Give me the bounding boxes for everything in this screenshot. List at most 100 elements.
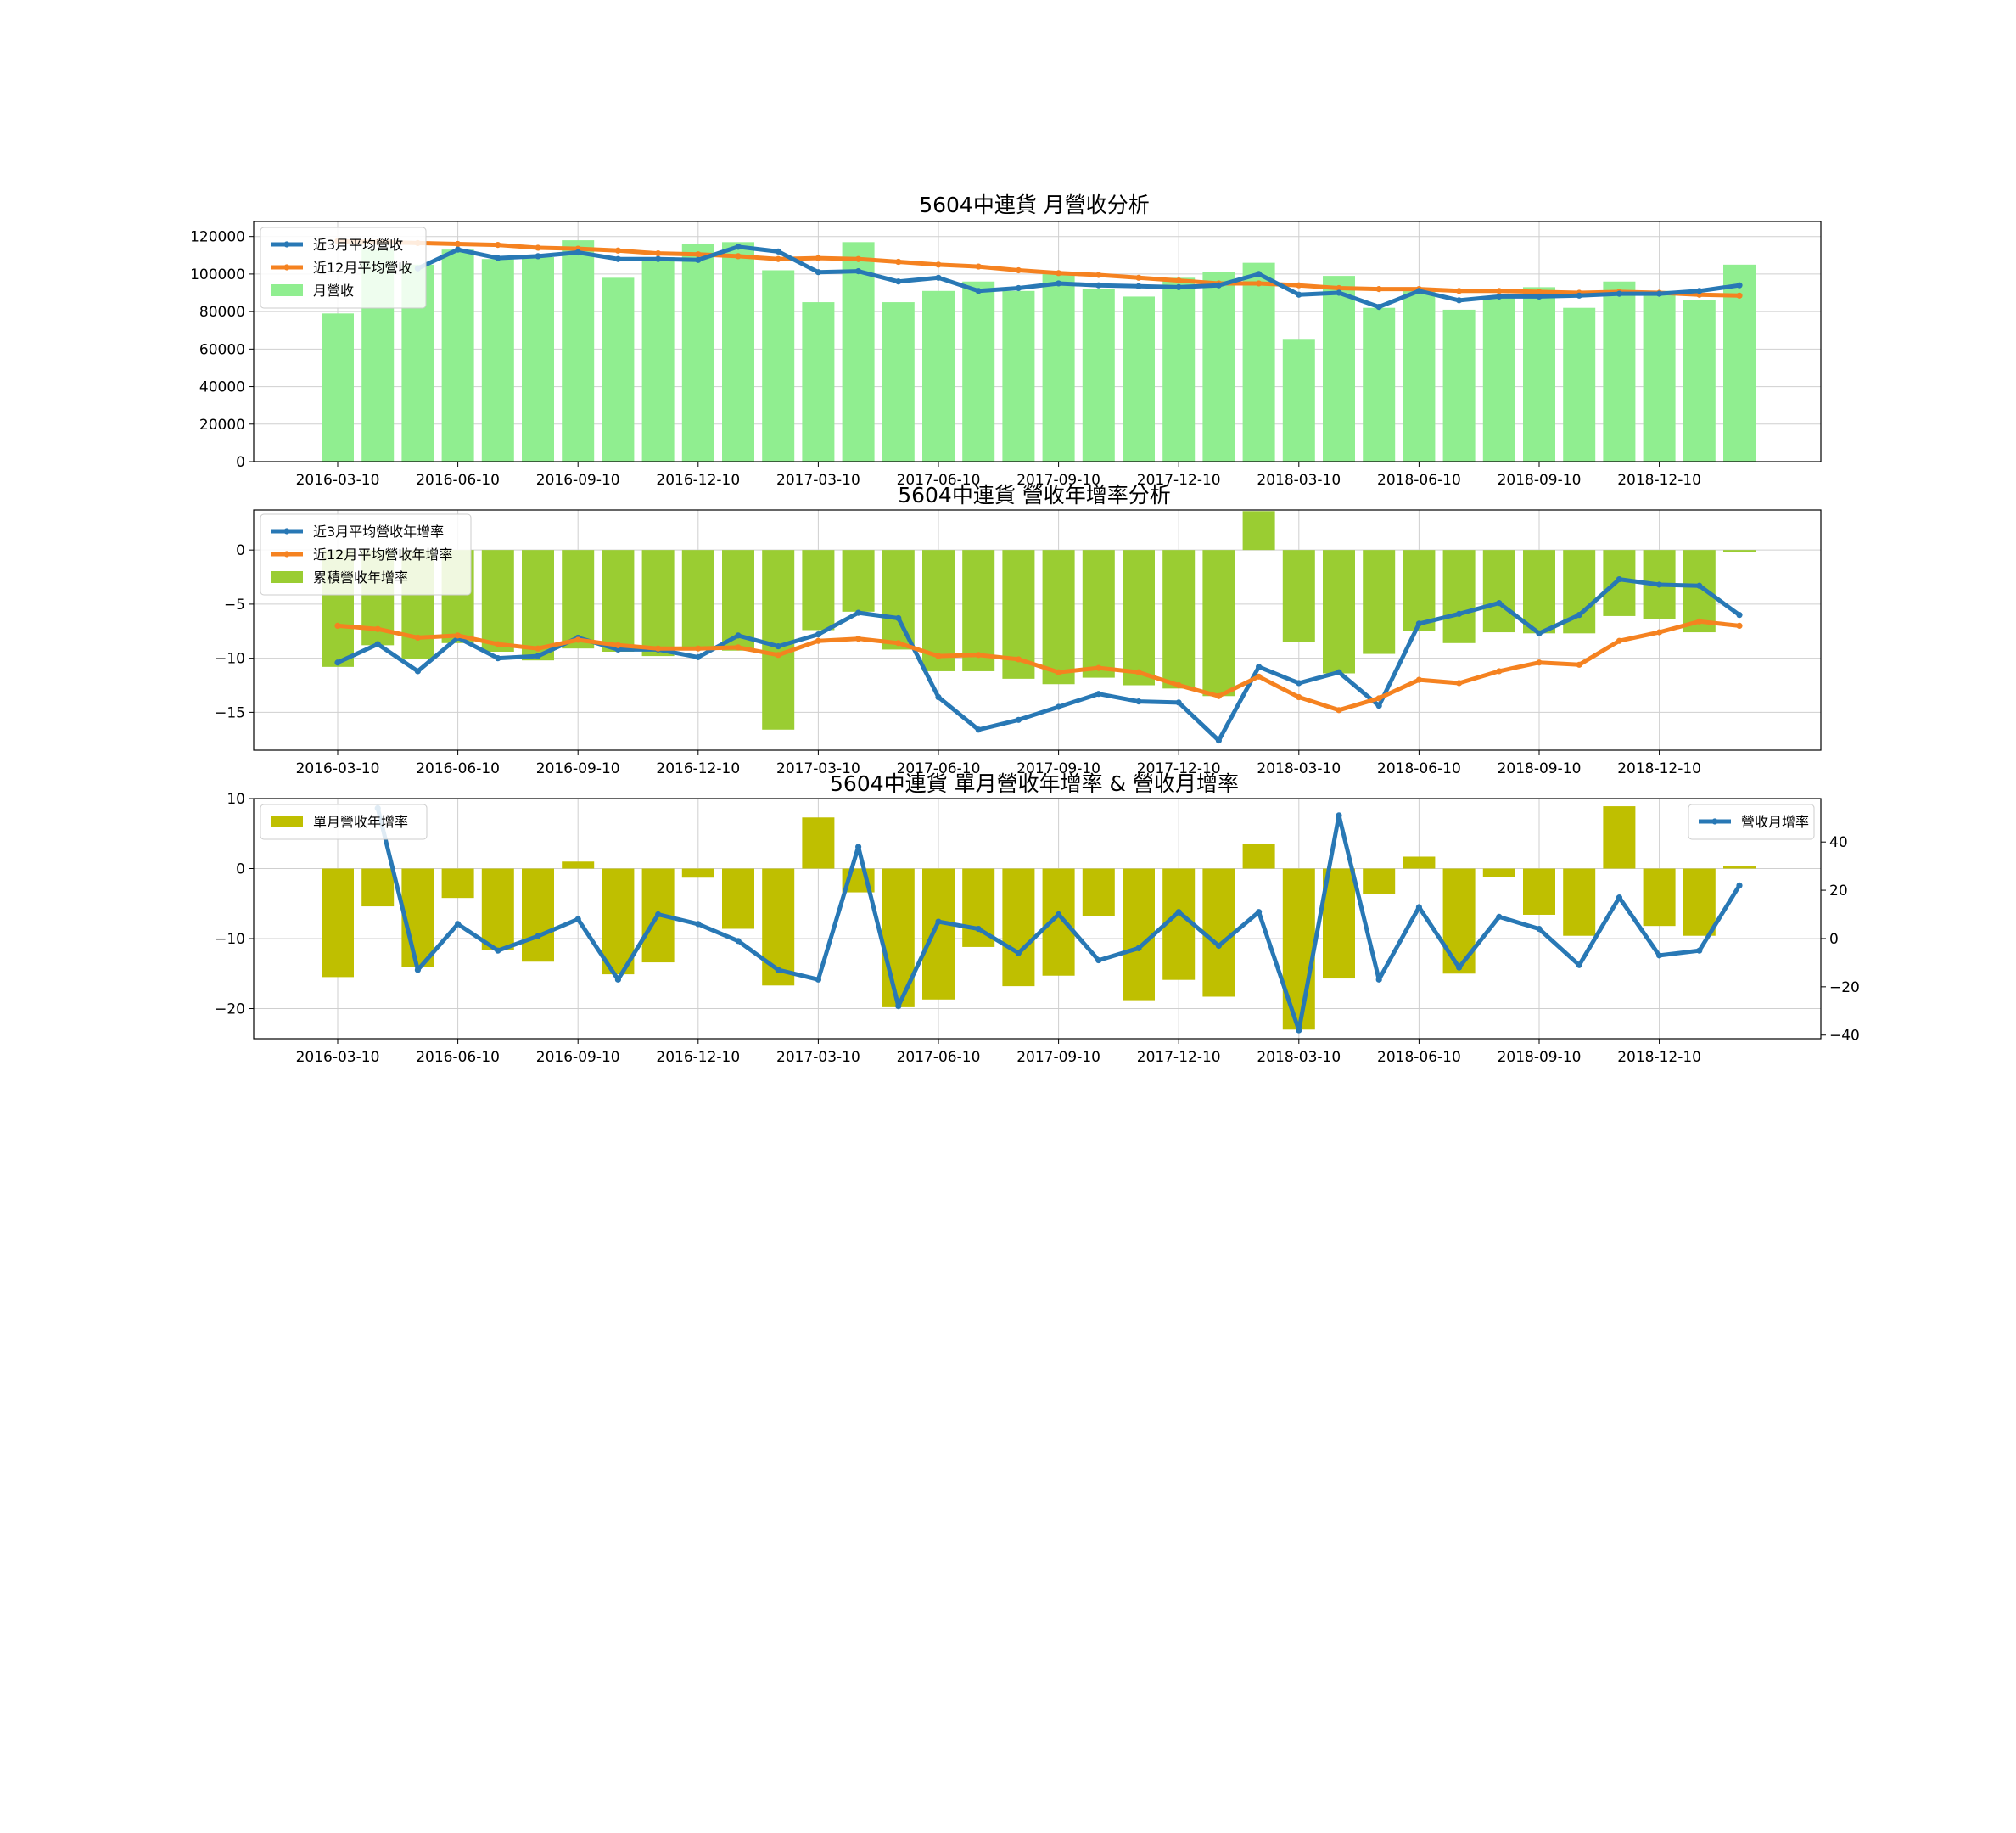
chart3-point [1375, 976, 1382, 983]
chart1-legend-swatch [271, 284, 303, 296]
chart2-bar [1442, 550, 1476, 643]
chart1-point [614, 247, 622, 254]
chart1-bar [1202, 272, 1235, 462]
chart2-point [495, 641, 501, 647]
chart2-point [895, 640, 902, 647]
chart2-point [1015, 656, 1022, 663]
chart2-legend-label: 近12月平均營收年增率 [313, 547, 452, 563]
chart2-point [334, 622, 341, 630]
chart2-point [1536, 659, 1543, 666]
chart2-bar [802, 550, 835, 631]
chart3-point [895, 1003, 902, 1010]
chart3-bar [1523, 868, 1555, 915]
chart2-legend-label: 近3月平均營收年增率 [313, 524, 444, 540]
chart1-point [1536, 289, 1543, 295]
chart3-point [1496, 913, 1503, 920]
chart3-point [975, 925, 982, 933]
chart2-bar [641, 550, 675, 657]
chart3-point [614, 976, 622, 983]
chart3-point [1736, 882, 1743, 888]
chart3-point [655, 911, 662, 918]
chart2-point [935, 693, 942, 701]
chart3-bar [1202, 868, 1235, 997]
chart2-point [1415, 620, 1422, 627]
chart1-bar [962, 281, 995, 462]
chart1-frame [253, 221, 1822, 462]
chart1-bar [802, 302, 835, 462]
chart1-point [1496, 288, 1503, 294]
chart2-bar [1323, 550, 1355, 674]
chart1-xtick-label: 2017-12-10 [1137, 472, 1221, 489]
chart1-ytick-label: 120000 [190, 229, 245, 246]
chart1-point [775, 248, 781, 255]
chart2-bar [1082, 550, 1115, 678]
chart3-bar [1563, 868, 1596, 936]
chart3-point [1095, 956, 1102, 964]
chart1-point [455, 246, 462, 253]
chart2-ytick-label: −5 [224, 597, 245, 614]
chart1-point [735, 253, 742, 260]
chart3-bar [1082, 868, 1115, 916]
chart1-bar [562, 240, 595, 462]
chart2-point [414, 668, 421, 675]
chart3-bar [1442, 868, 1476, 974]
chart1-bar [441, 249, 474, 462]
chart1-ytick-label: 0 [236, 454, 245, 471]
chart2-point [535, 645, 541, 652]
chart2-xtick-label: 2016-09-10 [536, 760, 620, 777]
chart1-xtick-label: 2017-06-10 [897, 472, 981, 489]
chart3-point [1415, 904, 1422, 911]
chart1-point [1296, 282, 1302, 289]
chart1-bar [1643, 290, 1676, 462]
chart2-xtick-label: 2017-06-10 [897, 760, 981, 777]
chart1-xtick-label: 2018-12-10 [1617, 472, 1701, 489]
chart2-bar [762, 550, 795, 730]
chart1-point [535, 253, 541, 260]
chart1-point [1215, 282, 1222, 289]
chart1-bar [1082, 289, 1115, 462]
chart3-title: 5604中連貨 單月營收年增率 & 營收月增率 [830, 771, 1239, 796]
chart2-point [1056, 703, 1062, 710]
chart2-xtick-label: 2018-12-10 [1617, 760, 1701, 777]
chart1-point [1135, 274, 1142, 281]
chart1-bar [1363, 307, 1396, 462]
single-month-yoy-mom-chart: 5604中連貨 單月營收年增率 & 營收月增率 −20 −10 0 10 −40 −20 0… [215, 771, 1860, 1066]
chart1-point [1616, 290, 1622, 297]
chart1-point [614, 255, 622, 262]
chart3-legend-box [1688, 804, 1815, 840]
chart2-bar [1482, 550, 1515, 633]
chart3-xtick-label: 2018-03-10 [1257, 1049, 1341, 1066]
chart3-legend-swatch [271, 816, 303, 827]
chart2-bar [1282, 550, 1315, 642]
chart1-point [1056, 270, 1062, 277]
chart2-bar [882, 550, 915, 650]
chart1-point [1375, 303, 1382, 311]
chart1-point [935, 261, 942, 268]
chart1-point [1456, 297, 1463, 304]
chart2-point [1415, 676, 1422, 683]
chart1-point [1135, 283, 1142, 289]
chart3-ytick-right-label: 0 [1829, 931, 1839, 948]
chart2-point [735, 644, 742, 651]
chart3-bar [1002, 868, 1035, 987]
chart2-point [655, 645, 662, 652]
chart1-ytick-label: 100000 [190, 266, 245, 283]
chart1-xtick-label: 2017-09-10 [1016, 472, 1100, 489]
chart2-point [1696, 582, 1703, 589]
chart2-xtick-label: 2017-03-10 [776, 760, 860, 777]
chart1-bar [1523, 287, 1555, 462]
chart2-point [614, 646, 622, 653]
chart3-point [1296, 1027, 1302, 1034]
chart3-point [1015, 950, 1022, 956]
chart1-xtick-label: 2018-03-10 [1257, 472, 1341, 489]
chart3-ytick-right-label: −40 [1829, 1028, 1860, 1045]
chart2-bar [681, 550, 714, 650]
chart2-point [495, 655, 501, 662]
chart1-point [1015, 266, 1022, 274]
chart1-point [1336, 284, 1342, 292]
chart1-point [1175, 277, 1182, 284]
chart3-point [855, 844, 862, 850]
chart1-point [655, 249, 662, 257]
chart3-xtick-label: 2016-09-10 [536, 1049, 620, 1066]
